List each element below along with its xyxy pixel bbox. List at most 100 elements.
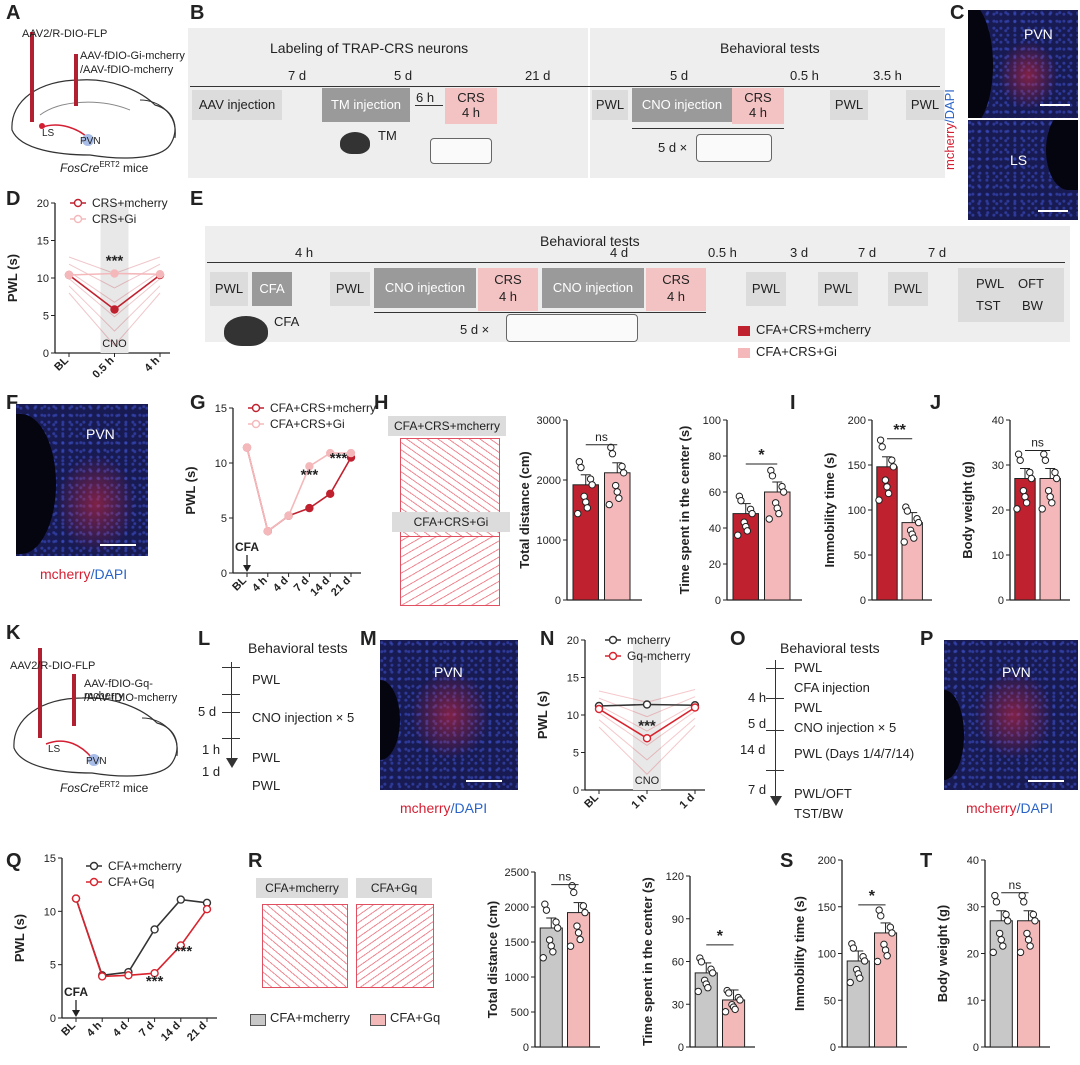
x-tick-label: 21 d bbox=[185, 1020, 209, 1044]
data-point bbox=[877, 912, 885, 920]
data-point bbox=[1016, 456, 1024, 464]
micrograph-p: PVN bbox=[944, 640, 1078, 790]
data-point bbox=[1013, 505, 1021, 513]
micrograph-m: PVN bbox=[380, 640, 518, 790]
data-point bbox=[642, 700, 652, 709]
arrow-down-icon bbox=[226, 758, 238, 768]
data-point bbox=[570, 888, 578, 897]
data-point bbox=[881, 476, 890, 484]
y-axis-label: Body weight (g) bbox=[935, 905, 950, 1003]
data-point bbox=[765, 515, 773, 523]
data-point bbox=[176, 895, 186, 904]
y-tick-label: 20 bbox=[992, 505, 1004, 517]
data-point bbox=[1018, 891, 1026, 900]
e-duration: 4 h bbox=[295, 245, 314, 260]
legend-label: CFA+mcherry bbox=[108, 859, 182, 873]
y-tick-label: 10 bbox=[215, 458, 227, 470]
significance-label: ns bbox=[1031, 436, 1044, 450]
data-point bbox=[884, 489, 893, 498]
significance-label: *** bbox=[638, 717, 656, 734]
y-tick-label: 3000 bbox=[537, 415, 561, 427]
o-step: TST/BW bbox=[794, 806, 844, 821]
legend-marker bbox=[89, 877, 99, 887]
y-tick-label: 30 bbox=[992, 460, 1004, 472]
y-axis-label: Total distance (cm) bbox=[517, 451, 532, 569]
data-point bbox=[1027, 474, 1036, 483]
data-point bbox=[579, 902, 588, 910]
virus-label-2: AAV-fDIO-Gi-mcherry bbox=[80, 50, 185, 62]
y-tick-label: 200 bbox=[848, 415, 866, 427]
individual-trace bbox=[68, 292, 161, 347]
x-tick-label: 4 d bbox=[271, 575, 291, 595]
data-point bbox=[618, 462, 626, 471]
restraint-tube-icon bbox=[430, 138, 492, 164]
data-point bbox=[553, 924, 562, 932]
data-point bbox=[642, 734, 652, 743]
data-point bbox=[721, 1008, 730, 1016]
legend-swatch bbox=[738, 326, 750, 336]
data-point bbox=[846, 978, 854, 987]
data-point bbox=[1023, 929, 1031, 938]
y-axis-label: PWL (s) bbox=[5, 254, 20, 302]
y-tick-label: 10 bbox=[44, 906, 56, 918]
y-tick-label: 10 bbox=[992, 550, 1004, 562]
virus-label-3: /AAV-fDIO-mcherry bbox=[80, 64, 174, 76]
legend-label: CRS+mcherry bbox=[92, 196, 168, 210]
legend-label: CRS+Gi bbox=[92, 212, 136, 226]
x-tick-label: BL bbox=[52, 354, 71, 373]
pwl-box: PWL bbox=[888, 272, 928, 306]
legend-label: CFA+Gq bbox=[390, 1010, 441, 1025]
data-point bbox=[605, 500, 613, 509]
data-point bbox=[326, 448, 335, 458]
data-point bbox=[110, 269, 119, 278]
data-point bbox=[1048, 499, 1056, 507]
panel-label-l: L bbox=[198, 628, 211, 650]
o-interval: 4 h bbox=[748, 690, 767, 705]
x-tick-label: 14 d bbox=[308, 575, 332, 599]
individual-trace bbox=[68, 285, 161, 332]
data-point bbox=[594, 704, 604, 714]
mice-label: FosCreERT2 mice bbox=[60, 160, 149, 175]
data-point bbox=[1024, 936, 1033, 944]
y-tick-label: 0 bbox=[43, 348, 49, 360]
y-tick-label: 50 bbox=[824, 995, 836, 1007]
panel-label-o: O bbox=[730, 628, 746, 650]
crs-box: CRS 4 h bbox=[445, 88, 497, 124]
data-point bbox=[878, 443, 886, 451]
legend-marker bbox=[73, 214, 83, 224]
o-tick bbox=[766, 698, 784, 699]
individual-trace bbox=[598, 696, 696, 718]
y-tick-label: 5 bbox=[573, 748, 579, 760]
cno-shade bbox=[633, 640, 661, 790]
o-step: PWL (Days 1/4/7/14) bbox=[794, 746, 915, 761]
y-tick-label: 2000 bbox=[537, 475, 561, 487]
data-point bbox=[1046, 493, 1054, 501]
significance-label: *** bbox=[301, 467, 319, 484]
data-point bbox=[888, 456, 896, 464]
data-point bbox=[997, 936, 1005, 944]
y-tick-label: 0 bbox=[973, 1042, 979, 1054]
individual-trace bbox=[68, 270, 161, 303]
e-duration: 7 d bbox=[928, 245, 947, 260]
final-tests-box: PWL OFT TST BW bbox=[958, 268, 1064, 322]
data-point bbox=[574, 929, 583, 937]
data-point bbox=[1021, 493, 1029, 501]
x-tick-label: 4 h bbox=[85, 1019, 105, 1039]
legend-label: CFA+CRS+mcherry bbox=[270, 401, 376, 415]
data-point bbox=[697, 958, 706, 966]
data-point bbox=[1014, 450, 1023, 458]
data-point bbox=[860, 957, 869, 965]
data-point bbox=[542, 906, 551, 914]
y-tick-label: 150 bbox=[848, 460, 866, 472]
data-point bbox=[547, 942, 555, 950]
data-point bbox=[110, 305, 119, 314]
panel-label-e: E bbox=[190, 188, 204, 210]
y-axis-label: PWL (s) bbox=[183, 466, 198, 514]
y-tick-label: 120 bbox=[666, 871, 684, 883]
virus-label-1: AAV2/R-DIO-FLP bbox=[10, 660, 96, 672]
data-point bbox=[748, 509, 756, 518]
open-field-track bbox=[262, 904, 348, 988]
data-point bbox=[549, 948, 557, 956]
y-tick-label: 30 bbox=[672, 999, 684, 1011]
y-tick-label: 15 bbox=[215, 403, 227, 415]
